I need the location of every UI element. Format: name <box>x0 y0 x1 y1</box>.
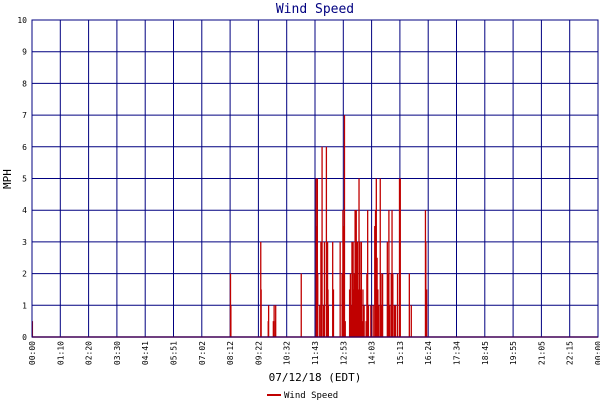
x-axis-label: 07/12/18 (EDT) <box>269 371 362 384</box>
y-tick-label: 6 <box>22 143 27 152</box>
y-tick-label: 2 <box>22 270 27 279</box>
x-tick-label: 03:30 <box>113 341 122 365</box>
chart-title: Wind Speed <box>276 2 354 17</box>
x-tick-label: 15:13 <box>396 341 405 365</box>
x-tick-label: 00:00 <box>594 341 600 365</box>
x-tick-label: 22:15 <box>566 341 575 365</box>
x-tick-label: 11:43 <box>311 341 320 365</box>
x-tick-label: 09:22 <box>254 341 263 365</box>
y-tick-label: 10 <box>17 16 27 25</box>
y-tick-label: 1 <box>22 301 27 310</box>
x-tick-label: 17:34 <box>453 341 462 365</box>
x-tick-label: 01:10 <box>56 341 65 365</box>
x-tick-label: 00:00 <box>28 341 37 365</box>
y-tick-label: 3 <box>22 238 27 247</box>
x-tick-label: 19:55 <box>509 341 518 365</box>
x-tick-label: 14:03 <box>368 341 377 365</box>
y-tick-labels: 0 1 2 3 4 5 6 7 8 9 10 <box>17 16 27 342</box>
x-tick-label: 07:02 <box>198 341 207 365</box>
x-tick-label: 04:41 <box>141 341 150 365</box>
y-tick-label: 9 <box>22 48 27 57</box>
legend-entry: Wind Speed <box>284 391 338 400</box>
grid-lines <box>31 19 599 338</box>
plot-frame <box>31 19 599 338</box>
y-tick-label: 8 <box>22 79 27 88</box>
x-tick-label: 21:05 <box>537 341 546 365</box>
x-tick-label: 08:12 <box>226 341 235 365</box>
y-tick-label: 0 <box>22 333 27 342</box>
y-tick-label: 7 <box>22 111 27 120</box>
y-axis-label: MPH <box>1 169 14 189</box>
y-tick-label: 4 <box>22 206 27 215</box>
x-tick-label: 16:24 <box>424 341 433 365</box>
x-tick-label: 12:53 <box>339 341 348 365</box>
x-tick-label: 02:20 <box>85 341 94 365</box>
x-tick-labels: 00:00 01:10 02:20 03:30 04:41 05:51 07:02 08:12… <box>28 341 600 365</box>
y-tick-label: 5 <box>22 175 27 184</box>
x-tick-label: 18:45 <box>481 341 490 365</box>
x-tick-label: 05:51 <box>170 341 179 365</box>
x-tick-label: 10:32 <box>283 341 292 365</box>
legend: Wind Speed <box>267 391 338 400</box>
